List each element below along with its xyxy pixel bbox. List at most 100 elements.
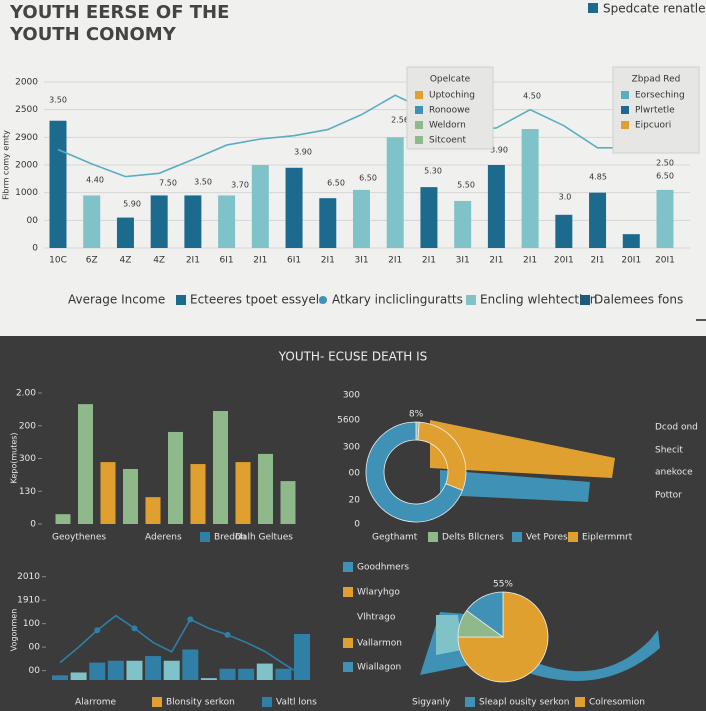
legend-swatch (262, 697, 272, 707)
bar-label: 6.50 (656, 172, 674, 181)
legend-label: Wiallagon (357, 663, 401, 673)
legend-label: Sigyanly (412, 698, 451, 708)
y-tick-label: 0 (30, 520, 36, 530)
legend-label: Vet Pores (526, 533, 568, 543)
x-tick-label: 2I1 (321, 256, 335, 266)
legend-swatch (343, 662, 353, 672)
section-title: YOUTH- ECUSE DEATH IS (278, 350, 428, 364)
key-swatch (415, 91, 423, 99)
bottom-panel (0, 336, 706, 711)
key-swatch (415, 106, 423, 114)
bar (656, 189, 674, 248)
slice (466, 591, 504, 638)
bar-label: 2.56 (391, 116, 409, 125)
top-panel (0, 0, 706, 336)
side-label: anekoce (655, 468, 693, 478)
legend-swatch (152, 697, 162, 707)
key-label: Ronoowe (429, 106, 470, 116)
key-label: Weldorn (429, 121, 466, 131)
legend-label: Vallarmon (357, 639, 402, 649)
axis-label: 00 (349, 469, 361, 479)
legend-label: Gegthamt (372, 533, 418, 543)
bar-label: 6.50 (359, 174, 377, 183)
bar-label: 2.50 (656, 159, 674, 168)
y-tick-label: 2000 (15, 78, 38, 88)
key-swatch (621, 91, 629, 99)
bar (258, 453, 273, 524)
legend-label: Sleapl ousity serkon (479, 698, 569, 708)
y-axis-label: Kepo(mutes) (10, 432, 19, 483)
x-tick-label: 20I1 (655, 256, 675, 266)
axis-label: 300 (343, 443, 360, 453)
bar (280, 481, 296, 524)
bar (235, 462, 251, 524)
slice (365, 421, 464, 523)
x-tick-label: 6I1 (220, 256, 234, 266)
decor-band (440, 470, 590, 502)
bar (49, 120, 67, 248)
key-label: Sitcoent (429, 136, 466, 146)
y-tick-label: 200 (19, 421, 36, 431)
key-swatch (415, 136, 423, 144)
legend-label: Bredoh (214, 533, 246, 543)
bar (420, 187, 438, 248)
legend-swatch (343, 587, 353, 597)
x-tick-label: 3I1 (354, 256, 368, 266)
bar (89, 662, 106, 680)
line (57, 94, 632, 178)
legend-label: Dalh Geltues (235, 533, 293, 543)
bar (190, 464, 206, 524)
bar (238, 668, 255, 680)
x-tick-label: 20I1 (554, 256, 574, 266)
y-axis-label: Vogonmen (10, 609, 19, 652)
legend-label: Goodhmers (357, 563, 409, 573)
key-label: Eorseching (635, 91, 685, 101)
bar-label: 3.90 (294, 148, 312, 157)
bar-label: 5.50 (457, 181, 475, 190)
bar (285, 167, 303, 248)
legend-label: Atkary incliclinguratts (332, 293, 463, 307)
legend-label: Dalemees fons (594, 293, 683, 307)
legend-label: Ecteeres tpoet essyels (190, 293, 325, 307)
legend-swatch (575, 697, 585, 707)
side-label: Pottor (655, 491, 682, 501)
bar (521, 129, 539, 248)
title-line: YOUTH CONOMY (9, 24, 177, 45)
legend-label: Valtl lons (276, 698, 317, 708)
bar (100, 462, 116, 524)
y-tick-label: 1000 (15, 188, 38, 198)
decor-band (430, 420, 615, 478)
y-tick-label: 130 (19, 487, 36, 497)
bar (163, 660, 180, 680)
bar-label: 4.85 (589, 173, 607, 182)
bar (589, 192, 607, 248)
bar (123, 468, 138, 524)
badge: Spedcate renatle (603, 2, 706, 16)
x-tick-label: 3I1 (456, 256, 470, 266)
legend-swatch (580, 295, 590, 305)
legend-label: Aderens (145, 533, 182, 543)
decor-swoosh (436, 615, 462, 655)
bar (454, 200, 472, 248)
axis-label: 20 (349, 496, 361, 506)
y-tick-label: 2000 (15, 161, 38, 171)
bar (275, 668, 292, 680)
line-marker (94, 627, 101, 634)
y-tick-label: 300 (19, 454, 36, 464)
line (59, 614, 303, 676)
bar (145, 656, 162, 680)
y-tick-label: 0 (32, 244, 38, 254)
key-title: Zbpad Red (632, 75, 681, 85)
line-marker (224, 631, 231, 638)
bar-label: 3.70 (231, 181, 249, 190)
legend-swatch (568, 532, 578, 542)
x-tick-label: 2I1 (253, 256, 267, 266)
y-tick-label: 00 (29, 666, 41, 676)
bar (52, 675, 68, 680)
x-tick-label: 6Z (86, 256, 98, 266)
bar (219, 668, 236, 680)
bar (256, 663, 273, 680)
x-tick-label: 2I1 (489, 256, 503, 266)
bar-label: 5.30 (424, 167, 442, 176)
y-tick-label: 2010 (17, 572, 40, 582)
